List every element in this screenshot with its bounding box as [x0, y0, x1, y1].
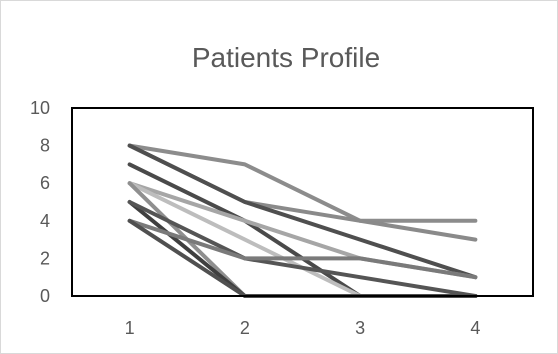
x-tick-label: 3 [355, 318, 365, 338]
y-tick-label: 2 [40, 248, 50, 268]
series-line-8 [127, 200, 478, 298]
y-tick-label: 6 [40, 173, 50, 193]
x-tick-label: 1 [125, 318, 135, 338]
x-tick-label: 4 [470, 318, 480, 338]
series-line-10 [127, 218, 478, 280]
y-axis-ticks: 0 2 4 6 8 10 [30, 98, 50, 306]
series-line-9 [127, 200, 478, 298]
plot-area-border [71, 107, 534, 297]
series-line-1 [127, 143, 478, 223]
y-tick-label: 0 [40, 286, 50, 306]
y-tick-label: 8 [40, 136, 50, 156]
series-line-3 [127, 143, 478, 280]
series-layer [127, 143, 478, 298]
y-tick-label: 10 [30, 98, 50, 118]
y-tick-label: 4 [40, 211, 50, 231]
x-tick-label: 2 [240, 318, 250, 338]
x-axis-ticks: 1 2 3 4 [125, 318, 481, 338]
chart-title: Patients Profile [192, 42, 380, 73]
